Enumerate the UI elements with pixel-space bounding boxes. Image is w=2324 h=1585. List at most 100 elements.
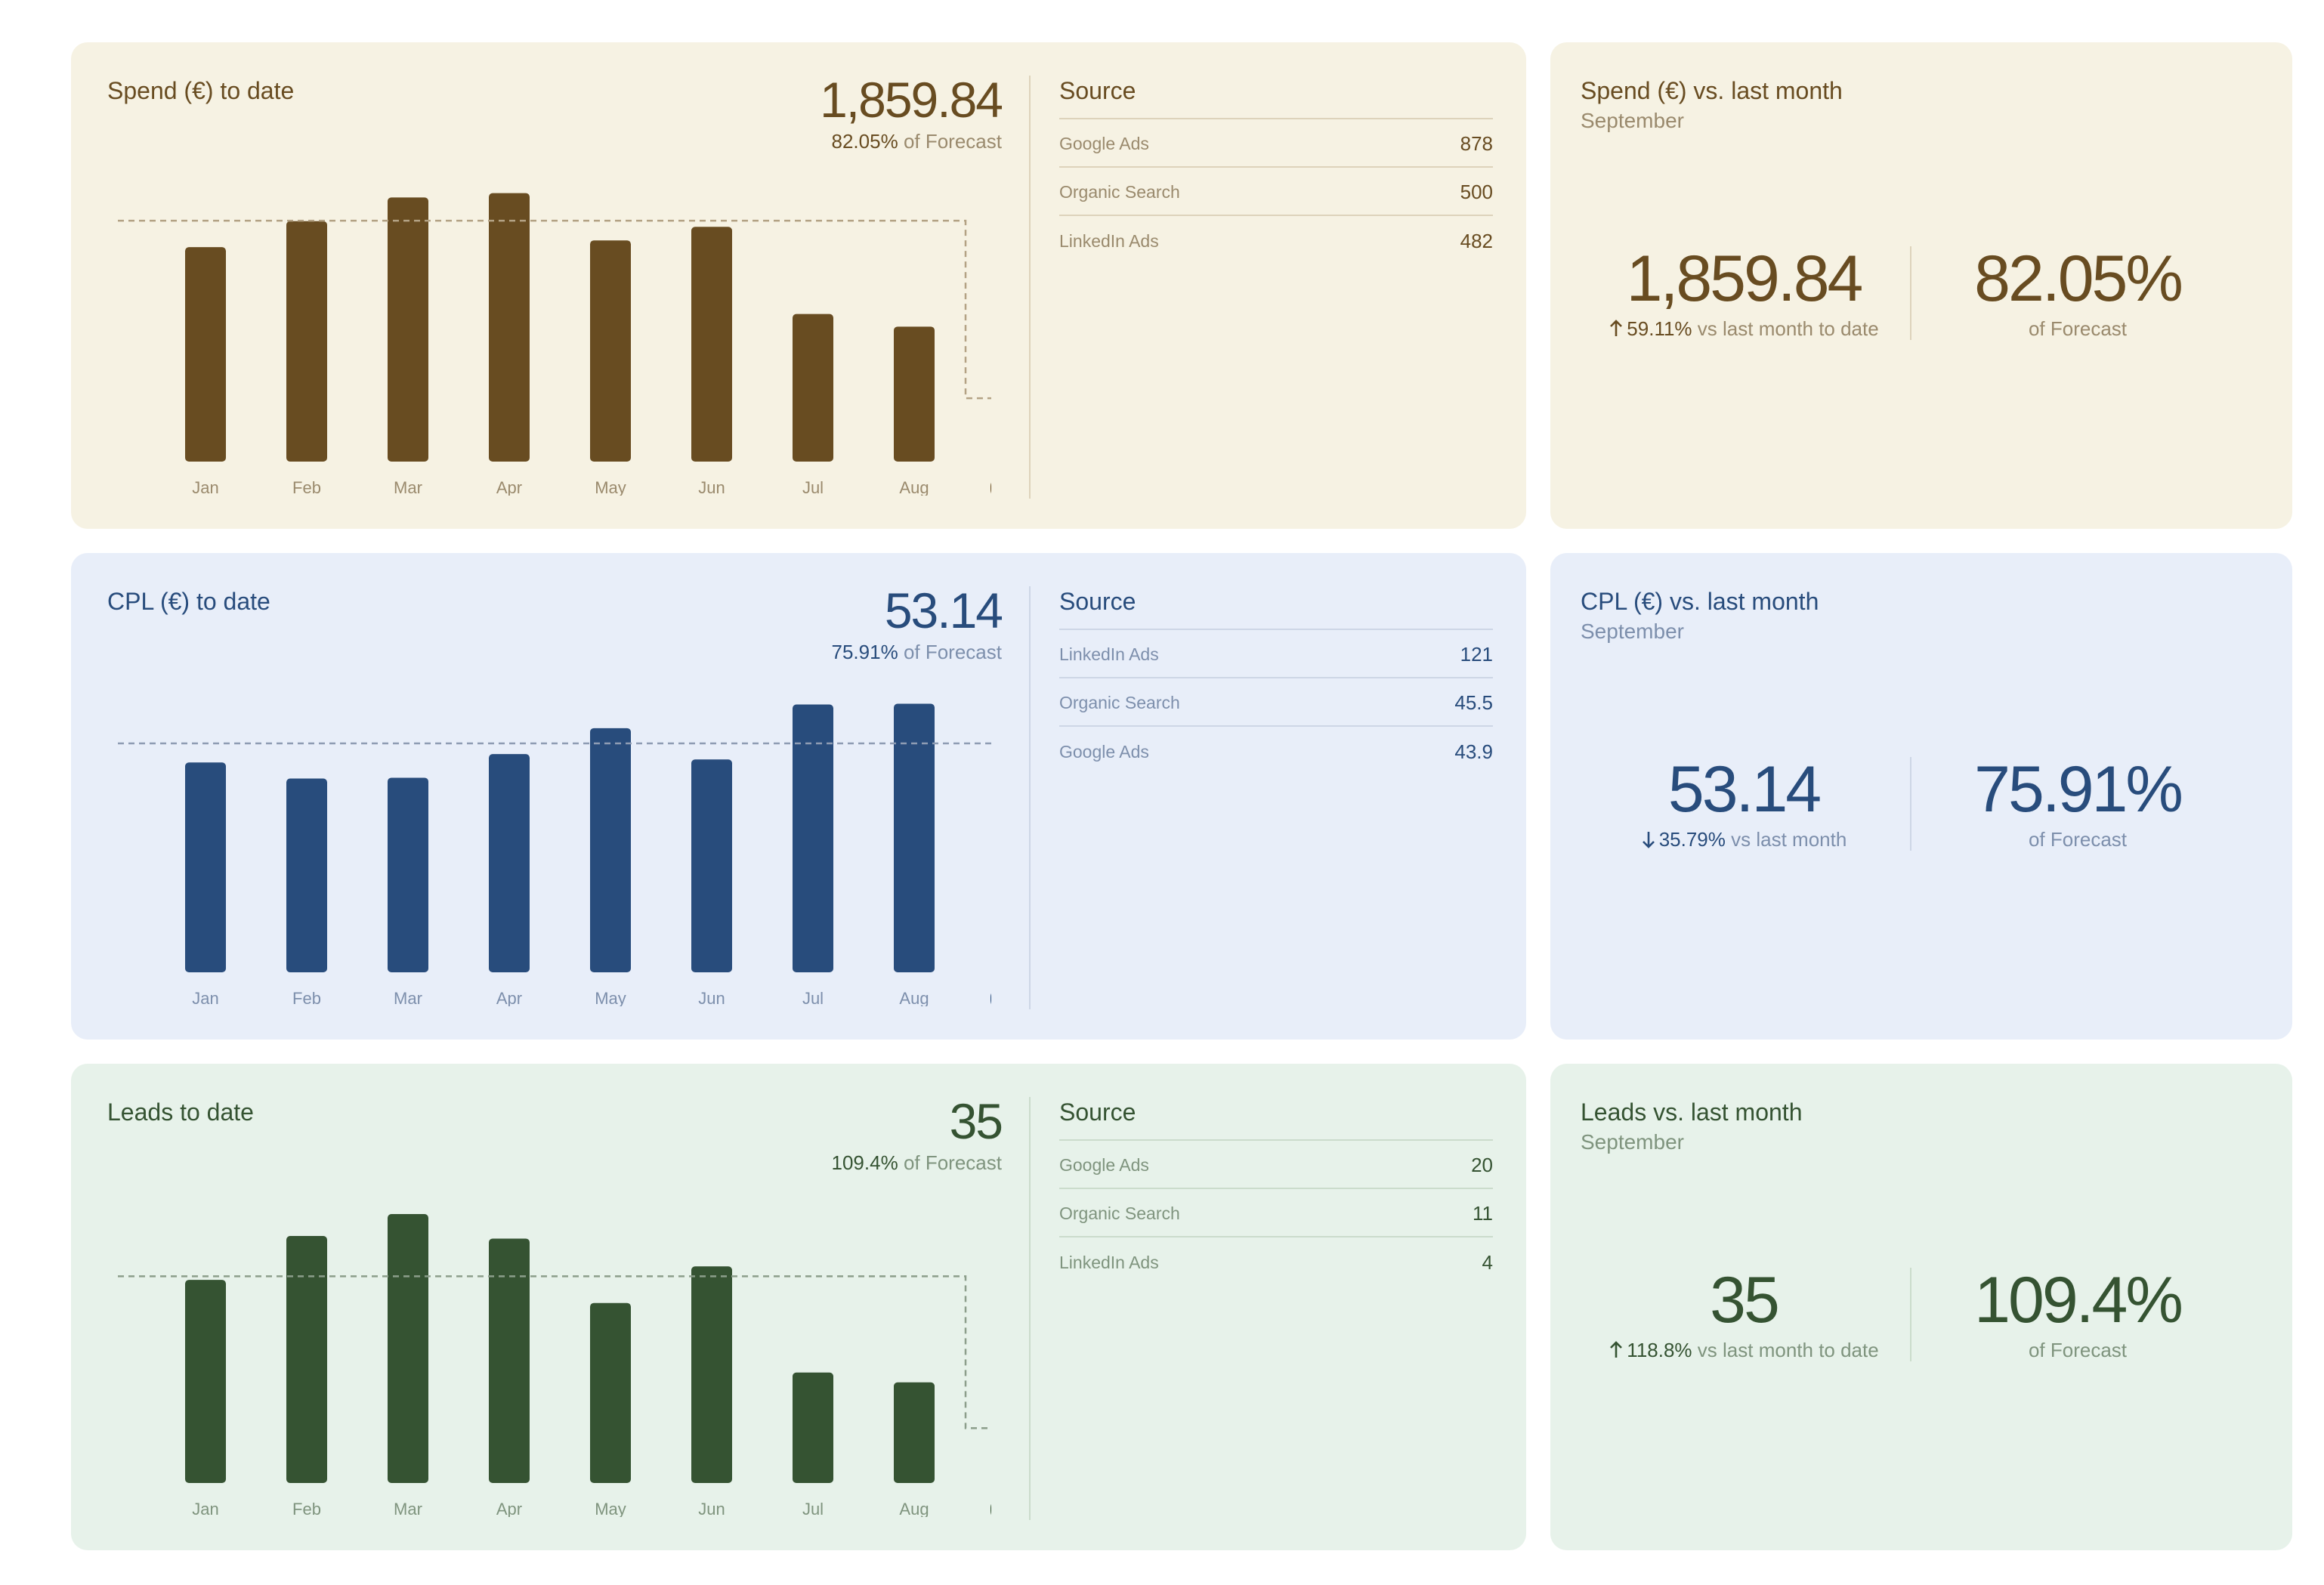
cpl-cmp-pct: 75.91% [1974,753,2183,826]
source-row: Organic Search 500 [1059,168,1493,216]
x-tick-label: Jan [192,989,218,1006]
spend-forecast-suffix: of Forecast [903,130,1002,153]
bar-jun [691,759,732,972]
source-value: 878 [1460,131,1493,155]
source-row: Google Ads 878 [1059,119,1493,168]
source-name: Google Ads [1059,1154,1149,1175]
source-name: Google Ads [1059,133,1149,153]
cpl-cmp-separator [1910,757,1911,851]
leads-total-value: 35 [949,1093,1003,1149]
spend-vs-last-month-card: Spend (€) vs. last month September 1,859… [1550,42,2292,529]
source-value: 4 [1482,1250,1493,1274]
source-name: LinkedIn Ads [1059,230,1159,251]
cpl-cmp-change: 35.79% vs last month [1578,828,1910,851]
arrow-down-icon [1642,832,1655,848]
cpl-card-title: CPL (€) to date [107,588,270,615]
bar-jul [793,314,833,462]
leads-cmp-separator [1910,1268,1911,1361]
bar-jan [185,1280,226,1483]
bar-may [590,1302,631,1483]
leads-forecast-line: 109.4% of Forecast [832,1151,1002,1175]
spend-forecast-pct: 82.05% [831,130,898,153]
forecast-line [118,219,991,400]
cpl-change-value: 35.79% [1658,828,1726,851]
x-tick-label: Aug [899,1500,929,1517]
leads-divider [1029,1097,1031,1520]
leads-bar-chart: JanFebMarAprMayJunJulAugSep [118,1214,991,1517]
cpl-forecast-pct: 75.91% [831,641,898,663]
leads-row: Leads to date 35 109.4% of Forecast Jan F… [71,1064,2292,1550]
spend-cmp-subtitle: September [1581,109,1684,132]
source-row: Organic Search 45.5 [1059,678,1493,727]
spend-source-title: Source [1059,77,1493,119]
source-value: 500 [1460,180,1493,203]
source-value: 11 [1473,1201,1493,1225]
cpl-cmp-pct-label: of Forecast [2028,828,2128,851]
source-row: LinkedIn Ads 121 [1059,630,1493,678]
x-tick-label: Jul [802,1500,824,1517]
source-name: Organic Search [1059,692,1180,712]
cpl-cmp-forecast-block: 75.91% of Forecast [1911,755,2244,851]
spend-forecast-line: 82.05% of Forecast [832,130,1002,153]
x-tick-label: Aug [899,989,929,1006]
source-value: 45.5 [1454,691,1493,714]
x-tick-label: Mar [394,989,422,1006]
source-row: Google Ads 20 [1059,1141,1493,1189]
source-value: 20 [1471,1153,1493,1176]
bar-jun [691,227,732,462]
spend-change-value: 59.11% [1627,317,1692,340]
bar-jan [185,247,226,462]
highlight-pill [990,993,991,1005]
bar-feb [286,778,327,972]
source-name: LinkedIn Ads [1059,1252,1159,1272]
x-tick-label: May [595,478,626,496]
spend-row: Spend (€) to date 1,859.84 82.05% of For… [71,42,2292,529]
highlight-pill [990,1503,991,1515]
x-tick-label: Jun [698,989,725,1006]
leads-forecast-suffix: of Forecast [903,1151,1002,1174]
x-tick-label: Feb [292,1500,321,1517]
cpl-cmp-value-block: 53.14 35.79% vs last month [1578,755,1910,851]
spend-cmp-separator [1910,246,1911,340]
cpl-source-title: Source [1059,588,1493,630]
leads-change-suffix: vs last month to date [1697,1339,1879,1361]
leads-cmp-change: 118.8% vs last month to date [1578,1339,1910,1362]
arrow-up-icon [1610,1341,1623,1358]
spend-cmp-change: 59.11% vs last month to date [1578,317,1910,341]
source-row: Organic Search 11 [1059,1189,1493,1237]
cpl-row: CPL (€) to date 53.14 75.91% of Forecast… [71,553,2292,1040]
bar-feb [286,221,327,462]
leads-cmp-forecast-block: 109.4% of Forecast [1911,1266,2244,1362]
leads-cmp-subtitle: September [1581,1130,1684,1154]
cpl-forecast-line: 75.91% of Forecast [832,641,1002,664]
source-row: LinkedIn Ads 4 [1059,1237,1493,1286]
leads-source-panel: Source Google Ads 20 Organic Search 11 L… [1059,1098,1493,1286]
spend-cmp-pct-label: of Forecast [2028,317,2128,340]
leads-cmp-value-block: 35 118.8% vs last month to date [1578,1266,1910,1362]
bar-aug [894,703,935,972]
cpl-cmp-value: 53.14 [1667,753,1822,826]
source-name: Organic Search [1059,181,1180,202]
bar-aug [894,326,935,462]
spend-cmp-title: Spend (€) vs. last month [1581,77,1843,104]
spend-card-title: Spend (€) to date [107,77,295,104]
forecast-line [118,1275,991,1429]
cpl-source-panel: Source LinkedIn Ads 121 Organic Search 4… [1059,588,1493,775]
leads-cmp-pct-label: of Forecast [2028,1339,2128,1361]
x-tick-label: Aug [899,478,929,496]
x-tick-label: Jul [802,989,824,1006]
bar-feb [286,1236,327,1483]
x-tick-label: Jan [192,478,218,496]
leads-cmp-value: 35 [1710,1264,1780,1336]
spend-cmp-value: 1,859.84 [1626,243,1864,315]
x-tick-label: Apr [496,478,522,496]
bar-may [590,240,631,462]
cpl-change-suffix: vs last month [1731,828,1847,851]
highlight-pill [990,482,991,494]
x-tick-label: Apr [496,1500,522,1517]
bar-apr [489,1238,530,1483]
bar-jun [691,1266,732,1483]
source-name: Organic Search [1059,1203,1180,1223]
leads-forecast-pct: 109.4% [831,1151,898,1174]
spend-total-value: 1,859.84 [820,72,1003,128]
